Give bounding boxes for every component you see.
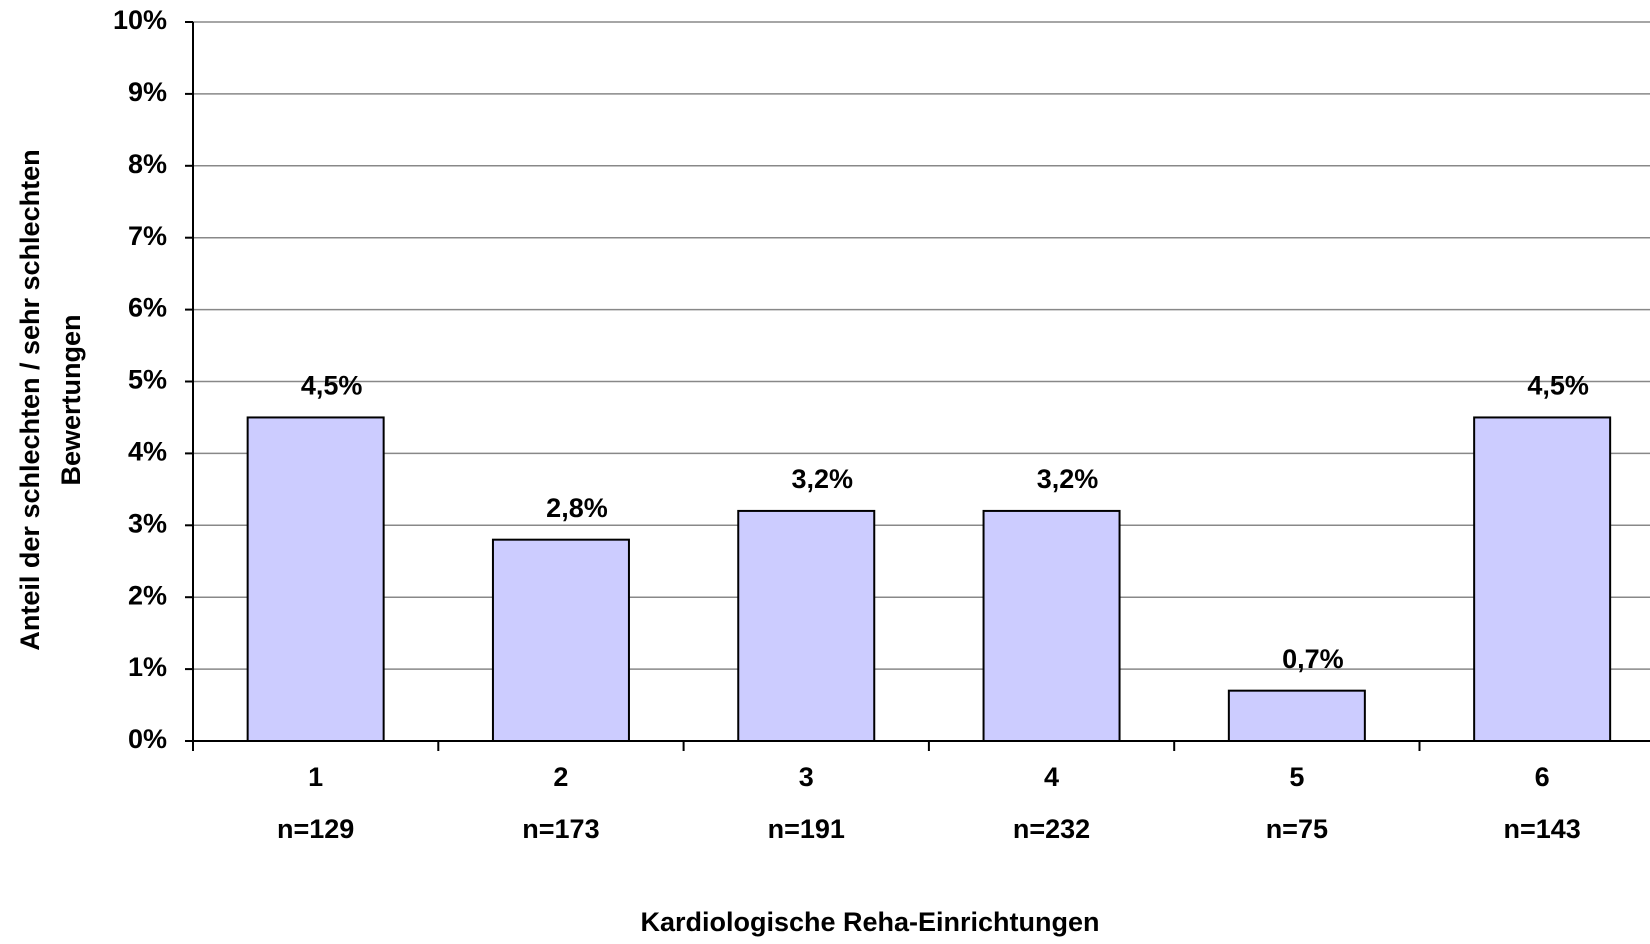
x-tick-label: 2 [553,762,568,792]
y-tick-label: 5% [128,365,167,395]
x-tick-label: 3 [799,762,814,792]
bar [246,416,385,742]
data-label: 0,7% [1282,644,1344,674]
bar [1473,416,1612,742]
x-tick-label: 4 [1044,762,1059,792]
x-tick-sublabel: n=173 [522,814,599,844]
bar [982,509,1121,743]
x-tick-sublabel: n=143 [1503,814,1580,844]
y-tick-label: 3% [128,508,167,538]
bar [491,538,630,742]
y-tick-label: 4% [128,437,167,467]
y-tick-label: 8% [128,149,167,179]
data-label: 3,2% [1037,464,1099,494]
x-tick-sublabel: n=191 [768,814,845,844]
y-tick-label: 1% [128,652,167,682]
x-tick-label: 6 [1535,762,1550,792]
bar [737,509,876,743]
y-tick-label: 6% [128,293,167,323]
x-axis-title: Kardiologische Reha-Einrichtungen [640,907,1099,937]
y-tick-label: 0% [128,724,167,754]
data-label: 2,8% [546,493,608,523]
x-tick-label: 1 [308,762,323,792]
data-label: 4,5% [1527,371,1589,401]
x-tick-sublabel: n=129 [277,814,354,844]
y-tick-label: 10% [113,5,167,35]
y-axis-title: Bewertungen [56,314,86,485]
y-tick-label: 2% [128,580,167,610]
data-label: 4,5% [301,371,363,401]
x-tick-sublabel: n=232 [1013,814,1090,844]
y-axis-title: Anteil der schlechten / sehr schlechten [15,149,45,650]
data-label: 3,2% [791,464,853,494]
bar [1227,689,1366,742]
y-tick-label: 9% [128,77,167,107]
x-tick-label: 5 [1289,762,1304,792]
x-tick-sublabel: n=75 [1266,814,1328,844]
y-tick-label: 7% [128,221,167,251]
